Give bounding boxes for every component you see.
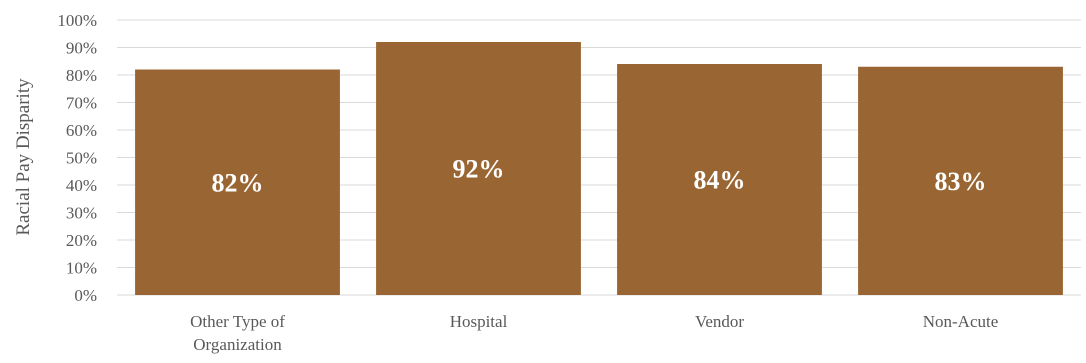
y-tick-label: 70% xyxy=(66,94,97,113)
x-category-label: Other Type of Organization xyxy=(190,312,285,354)
y-axis-title: Racial Pay Disparity xyxy=(13,78,34,236)
x-category-label: Hospital xyxy=(450,312,508,331)
y-tick-label: 10% xyxy=(66,259,97,278)
y-tick-label: 80% xyxy=(66,66,97,85)
y-tick-label: 100% xyxy=(57,11,97,30)
bars xyxy=(135,42,1063,295)
x-category-label: Non-Acute xyxy=(923,312,999,331)
data-label: 84% xyxy=(694,166,746,195)
data-label: 82% xyxy=(212,168,264,197)
bar xyxy=(617,64,822,295)
x-category-label: Vendor xyxy=(695,312,744,331)
y-tick-label: 20% xyxy=(66,231,97,250)
bar xyxy=(135,69,340,295)
y-axis-ticks: 0% 10% 20% 30% 40% 50% 60% 70% 80% 90% 100% xyxy=(57,11,97,305)
bar xyxy=(376,42,581,295)
y-tick-label: 40% xyxy=(66,176,97,195)
y-tick-label: 60% xyxy=(66,121,97,140)
bar xyxy=(858,66,1063,295)
data-label: 83% xyxy=(935,167,987,196)
data-label: 92% xyxy=(453,155,505,184)
data-labels: 82% 92% 84% 83% xyxy=(212,155,987,198)
y-tick-label: 90% xyxy=(66,39,97,58)
y-tick-label: 30% xyxy=(66,204,97,223)
y-tick-label: 50% xyxy=(66,149,97,168)
x-axis-categories: Other Type of Organization Hospital Vendor N… xyxy=(190,312,998,354)
y-tick-label: 0% xyxy=(74,286,97,305)
